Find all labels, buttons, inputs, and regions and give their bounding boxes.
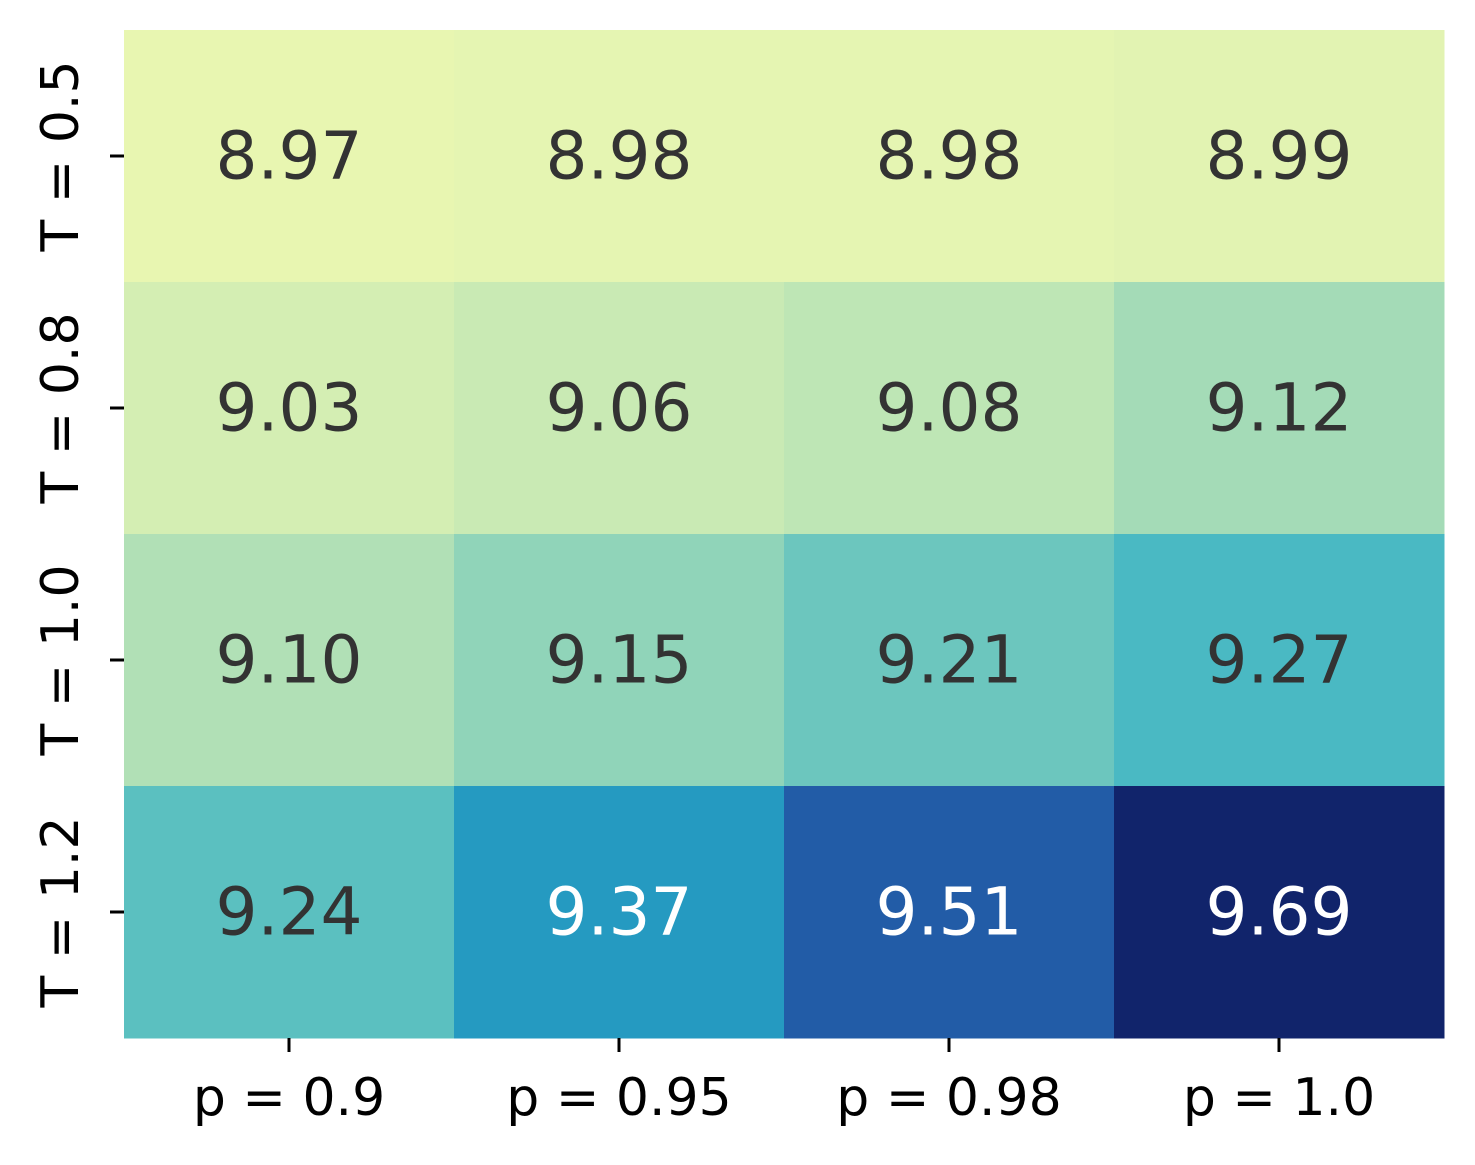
x-axis: p = 0.9 p = 0.95 p = 0.98 p = 1.0: [193, 1038, 1375, 1128]
heatmap-cell: [124, 534, 455, 787]
heatmap-cell: [454, 282, 785, 535]
heatmap-cell: [454, 534, 785, 787]
cell-value-label: 9.21: [876, 622, 1023, 699]
heatmap-cell: [454, 30, 785, 283]
cell-value-label: 8.99: [1206, 118, 1353, 195]
cell-value-label: 8.97: [216, 118, 363, 195]
cell-value-label: 9.06: [546, 370, 693, 447]
heatmap-cells: 8.97 8.98 8.98 8.99 9.03 9.06 9.08 9.12 9.10 9.15…: [124, 30, 1445, 1039]
x-tick-label: p = 1.0: [1183, 1068, 1375, 1128]
cell-value-label: 9.51: [876, 874, 1023, 951]
heatmap-cell: [784, 786, 1115, 1039]
cell-value-label: 9.15: [546, 622, 693, 699]
y-axis: T = 0.5 T = 0.8 T = 1.0 T = 1.2: [31, 60, 124, 1009]
x-tick-label: p = 0.98: [836, 1068, 1061, 1128]
y-tick-label: T = 0.5: [31, 60, 91, 252]
cell-value-label: 9.08: [876, 370, 1023, 447]
cell-value-label: 8.98: [876, 118, 1023, 195]
cell-value-label: 9.27: [1206, 622, 1353, 699]
heatmap-cell: [124, 30, 455, 283]
heatmap-cell: [784, 534, 1115, 787]
cell-value-label: 9.69: [1206, 874, 1353, 951]
heatmap-cell: [124, 282, 455, 535]
cell-value-label: 9.12: [1206, 370, 1353, 447]
cell-value-label: 9.10: [216, 622, 363, 699]
cell-value-label: 9.37: [546, 874, 693, 951]
cell-value-label: 8.98: [546, 118, 693, 195]
y-tick-label: T = 1.2: [31, 816, 91, 1008]
x-tick-label: p = 0.95: [506, 1068, 731, 1128]
y-tick-label: T = 1.0: [31, 564, 91, 756]
heatmap-cell: [124, 786, 455, 1039]
cell-value-label: 9.03: [216, 370, 363, 447]
heatmap-cell: [784, 30, 1115, 283]
heatmap-cell: [1114, 534, 1445, 787]
y-tick-label: T = 0.8: [31, 312, 91, 504]
x-tick-label: p = 0.9: [193, 1068, 385, 1128]
cell-value-label: 9.24: [216, 874, 363, 951]
heatmap-cell: [1114, 282, 1445, 535]
heatmap-cell: [454, 786, 785, 1039]
heatmap-cell: [1114, 786, 1445, 1039]
heatmap-cell: [1114, 30, 1445, 283]
heatmap-cell: [784, 282, 1115, 535]
